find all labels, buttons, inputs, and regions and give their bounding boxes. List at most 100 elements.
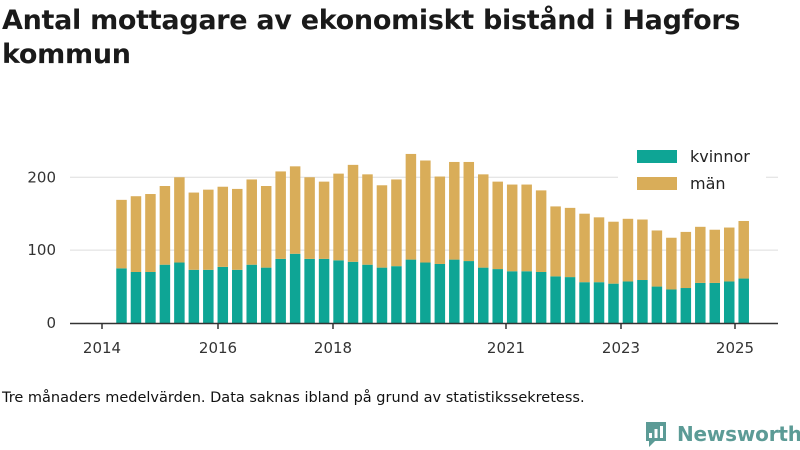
bar-kvinnor-17 bbox=[362, 264, 373, 323]
x-tick-label-2018: 2018 bbox=[314, 339, 352, 357]
bar-man-11 bbox=[275, 171, 286, 259]
bar-kvinnor-39 bbox=[680, 288, 692, 323]
newsworthy-chart-bubble-icon bbox=[646, 422, 666, 447]
bar-kvinnor-32 bbox=[579, 282, 590, 323]
bar-man-14 bbox=[318, 181, 330, 259]
bar-man-26 bbox=[492, 181, 503, 270]
bar-kvinnor-6 bbox=[203, 269, 214, 323]
bar-man-6 bbox=[203, 189, 214, 270]
bar-kvinnor-4 bbox=[174, 262, 185, 323]
bar-kvinnor-36 bbox=[637, 280, 648, 323]
bar-man-23 bbox=[449, 161, 460, 260]
bar-kvinnor-27 bbox=[506, 271, 518, 323]
bar-man-17 bbox=[362, 174, 373, 265]
bar-kvinnor-12 bbox=[289, 253, 301, 323]
legend-label-kvinnor: kvinnor bbox=[690, 147, 750, 166]
bar-kvinnor-28 bbox=[521, 271, 532, 323]
bar-kvinnor-38 bbox=[666, 289, 677, 323]
bar-kvinnor-37 bbox=[651, 286, 663, 323]
brand-name: Newsworthy bbox=[677, 422, 800, 446]
bar-man-5 bbox=[188, 192, 200, 270]
bar-kvinnor-11 bbox=[275, 258, 286, 323]
bar-man-28 bbox=[521, 184, 532, 272]
bar-kvinnor-13 bbox=[304, 258, 315, 323]
bar-kvinnor-15 bbox=[333, 260, 344, 323]
y-axis-tick-labels: 0 100 200 bbox=[27, 168, 56, 332]
bar-man-25 bbox=[478, 174, 489, 268]
x-tick-label-2023: 2023 bbox=[602, 339, 640, 357]
bar-kvinnor-41 bbox=[709, 282, 721, 323]
bar-man-9 bbox=[246, 179, 257, 265]
x-tick-label-2021: 2021 bbox=[487, 339, 525, 357]
x-tick-label-2016: 2016 bbox=[199, 339, 237, 357]
bar-kvinnor-35 bbox=[622, 281, 634, 323]
bar-man-7 bbox=[217, 186, 229, 267]
bar-man-30 bbox=[550, 206, 561, 277]
bar-man-15 bbox=[333, 173, 344, 261]
bar-kvinnor-23 bbox=[449, 259, 460, 323]
bar-kvinnor-2 bbox=[145, 271, 156, 323]
bar-kvinnor-1 bbox=[130, 271, 142, 323]
bar-man-8 bbox=[232, 188, 243, 270]
y-tick-label-0: 0 bbox=[46, 314, 56, 332]
bar-kvinnor-25 bbox=[478, 267, 489, 323]
y-tick-label-100: 100 bbox=[27, 241, 56, 259]
bar-kvinnor-3 bbox=[159, 264, 171, 323]
bar-man-16 bbox=[347, 164, 359, 262]
bar-man-2 bbox=[145, 194, 156, 272]
bar-kvinnor-19 bbox=[391, 266, 402, 323]
legend-label-man: män bbox=[690, 174, 726, 193]
bar-man-35 bbox=[622, 218, 634, 282]
bar-kvinnor-5 bbox=[188, 269, 200, 323]
legend-swatch-man bbox=[637, 177, 677, 190]
x-axis-ticks bbox=[101, 323, 736, 329]
bar-man-21 bbox=[420, 160, 431, 263]
footnote: Tre månaders medelvärden. Data saknas ib… bbox=[2, 390, 585, 406]
bar-kvinnor-29 bbox=[535, 271, 547, 323]
bar-kvinnor-14 bbox=[318, 258, 330, 323]
bar-kvinnor-0 bbox=[116, 268, 127, 323]
bar-kvinnor-21 bbox=[420, 262, 431, 323]
y-tick-label-200: 200 bbox=[27, 168, 56, 186]
bar-man-12 bbox=[289, 166, 301, 254]
bar-man-18 bbox=[376, 185, 388, 268]
bar-kvinnor-43 bbox=[738, 278, 749, 323]
bar-man-37 bbox=[651, 230, 663, 287]
bar-kvinnor-42 bbox=[723, 281, 735, 323]
bar-man-3 bbox=[159, 186, 171, 265]
bar-man-24 bbox=[463, 161, 475, 262]
bar-man-43 bbox=[738, 220, 749, 279]
x-tick-label-2014: 2014 bbox=[83, 339, 121, 357]
legend-swatch-kvinnor bbox=[637, 150, 677, 163]
bar-man-20 bbox=[405, 153, 417, 260]
bar-man-39 bbox=[680, 231, 692, 289]
legend: kvinnor män bbox=[618, 145, 766, 202]
bar-man-31 bbox=[564, 207, 576, 278]
bars bbox=[116, 153, 749, 323]
bar-man-34 bbox=[608, 221, 619, 284]
bar-man-27 bbox=[506, 184, 518, 272]
bar-kvinnor-31 bbox=[564, 277, 576, 323]
bar-kvinnor-24 bbox=[463, 261, 475, 323]
bar-kvinnor-26 bbox=[492, 269, 503, 323]
bar-kvinnor-22 bbox=[434, 263, 446, 323]
bar-kvinnor-7 bbox=[217, 266, 229, 323]
bar-kvinnor-18 bbox=[376, 267, 388, 323]
bar-man-41 bbox=[709, 229, 721, 283]
bar-man-19 bbox=[391, 179, 402, 267]
bar-man-22 bbox=[434, 176, 446, 264]
bar-man-32 bbox=[579, 213, 590, 283]
bar-kvinnor-40 bbox=[695, 282, 706, 323]
chart-title: Antal mottagare av ekonomiskt bistånd i … bbox=[2, 5, 741, 70]
x-axis-tick-labels: 2014 2016 2018 2021 2023 2025 bbox=[83, 339, 754, 357]
bar-man-0 bbox=[116, 199, 127, 269]
bar-man-29 bbox=[535, 190, 547, 272]
bar-kvinnor-33 bbox=[593, 282, 605, 323]
bar-kvinnor-30 bbox=[550, 276, 561, 323]
bar-man-1 bbox=[130, 196, 142, 272]
bar-man-13 bbox=[304, 177, 315, 259]
bar-kvinnor-16 bbox=[347, 261, 359, 323]
brand-logo: Newsworthy bbox=[644, 419, 800, 449]
bar-kvinnor-20 bbox=[405, 259, 417, 323]
bar-kvinnor-10 bbox=[260, 267, 272, 323]
